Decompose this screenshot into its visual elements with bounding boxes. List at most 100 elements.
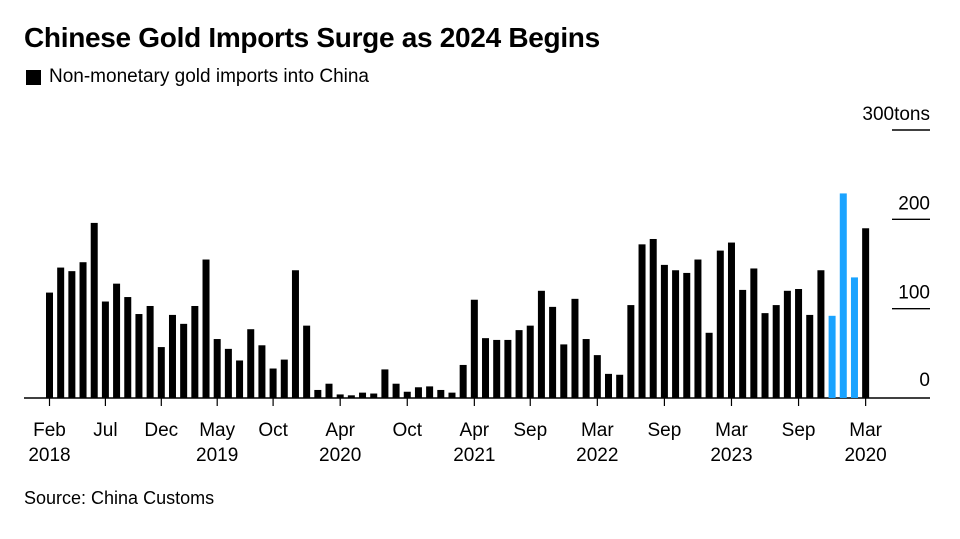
bar bbox=[124, 297, 132, 398]
legend: Non-monetary gold imports into China bbox=[26, 66, 369, 88]
bar bbox=[828, 315, 836, 398]
bar bbox=[504, 339, 512, 398]
bar bbox=[191, 305, 199, 398]
bar bbox=[716, 250, 724, 398]
bar bbox=[448, 392, 456, 398]
bar bbox=[168, 314, 176, 398]
x-tick-label-month: Mar bbox=[715, 420, 748, 441]
bar bbox=[694, 259, 702, 398]
bar bbox=[157, 347, 165, 398]
bar bbox=[437, 389, 445, 398]
bar bbox=[627, 305, 635, 398]
bar bbox=[571, 298, 579, 398]
bar bbox=[727, 242, 735, 398]
bar bbox=[750, 268, 758, 398]
bar bbox=[593, 355, 601, 398]
bar bbox=[57, 267, 65, 398]
bar bbox=[616, 374, 624, 398]
bar bbox=[68, 271, 76, 398]
x-tick-label-year: 2020 bbox=[844, 445, 886, 466]
bar bbox=[247, 329, 255, 398]
bar bbox=[683, 272, 691, 398]
chart-title: Chinese Gold Imports Surge as 2024 Begin… bbox=[24, 22, 600, 53]
bar bbox=[795, 289, 803, 398]
x-tick-label-year: 2018 bbox=[28, 445, 70, 466]
legend-label: Non-monetary gold imports into China bbox=[49, 66, 369, 87]
bar bbox=[280, 359, 288, 398]
bar bbox=[459, 364, 467, 398]
bar bbox=[202, 259, 210, 398]
x-tick-label-year: 2023 bbox=[710, 445, 752, 466]
bar bbox=[482, 338, 490, 398]
bar bbox=[359, 392, 367, 398]
bar bbox=[783, 290, 791, 398]
x-tick-label-month: May bbox=[199, 420, 235, 441]
bar bbox=[314, 389, 322, 398]
y-tick-label: 100 bbox=[898, 283, 930, 304]
bar bbox=[303, 325, 311, 398]
bar bbox=[135, 314, 143, 398]
bar bbox=[705, 332, 713, 398]
bar bbox=[291, 270, 299, 398]
bar bbox=[101, 301, 109, 398]
bar bbox=[370, 393, 378, 398]
x-tick-label-year: 2022 bbox=[576, 445, 618, 466]
bar bbox=[761, 313, 769, 398]
y-tick-label: 0 bbox=[919, 370, 930, 391]
x-tick-label-month: Mar bbox=[581, 420, 614, 441]
bar bbox=[850, 277, 858, 398]
bar bbox=[515, 330, 523, 398]
bar bbox=[79, 262, 87, 398]
bar bbox=[336, 394, 344, 398]
bar bbox=[672, 270, 680, 398]
bar bbox=[660, 264, 668, 398]
bar bbox=[605, 373, 612, 398]
bar bbox=[638, 244, 646, 398]
x-tick-label-month: Dec bbox=[144, 420, 178, 441]
x-tick-label-month: Mar bbox=[849, 420, 882, 441]
bar bbox=[113, 283, 121, 398]
x-tick-label-month: Apr bbox=[325, 420, 355, 441]
bar bbox=[739, 289, 747, 398]
bar bbox=[772, 305, 780, 398]
bar bbox=[839, 193, 847, 398]
bar bbox=[392, 383, 400, 398]
bar bbox=[258, 345, 266, 398]
bar bbox=[426, 386, 434, 398]
bar bbox=[213, 339, 221, 398]
x-tick-labels: Feb 2018 Jul Dec May 2019 Oct Apr 2020 Oct Apr 2021… bbox=[28, 398, 887, 466]
x-tick-label-month: Feb bbox=[33, 420, 66, 441]
x-tick-label-month: Oct bbox=[258, 420, 288, 441]
x-tick-label-month: Jul bbox=[93, 420, 117, 441]
bar bbox=[582, 339, 590, 398]
bar bbox=[381, 369, 389, 398]
x-tick-label-month: Sep bbox=[647, 420, 681, 441]
y-tick-label: 300tons bbox=[862, 104, 930, 125]
bar bbox=[347, 395, 355, 398]
bar bbox=[414, 387, 422, 398]
bar bbox=[236, 360, 244, 398]
legend-swatch bbox=[26, 69, 41, 85]
bar bbox=[560, 344, 568, 398]
bar bbox=[526, 325, 534, 398]
y-tick-label: 200 bbox=[898, 193, 930, 214]
bar bbox=[549, 306, 557, 398]
bar bbox=[146, 305, 154, 398]
x-tick-label-month: Sep bbox=[782, 420, 816, 441]
x-tick-label-year: 2020 bbox=[319, 445, 361, 466]
bar bbox=[806, 314, 814, 398]
bar bbox=[470, 299, 478, 398]
x-tick-label-year: 2019 bbox=[196, 445, 238, 466]
bar bbox=[493, 339, 501, 398]
bar bbox=[180, 323, 188, 398]
bar bbox=[90, 222, 98, 398]
bar bbox=[325, 383, 333, 398]
y-tick-labels: 0 100 200 300tons bbox=[862, 104, 930, 391]
x-tick-label-month: Sep bbox=[513, 420, 547, 441]
bar bbox=[269, 368, 277, 398]
bar bbox=[862, 228, 870, 398]
source-note: Source: China Customs bbox=[24, 488, 215, 508]
x-tick-label-year: 2021 bbox=[453, 445, 495, 466]
x-tick-label-month: Oct bbox=[392, 420, 422, 441]
